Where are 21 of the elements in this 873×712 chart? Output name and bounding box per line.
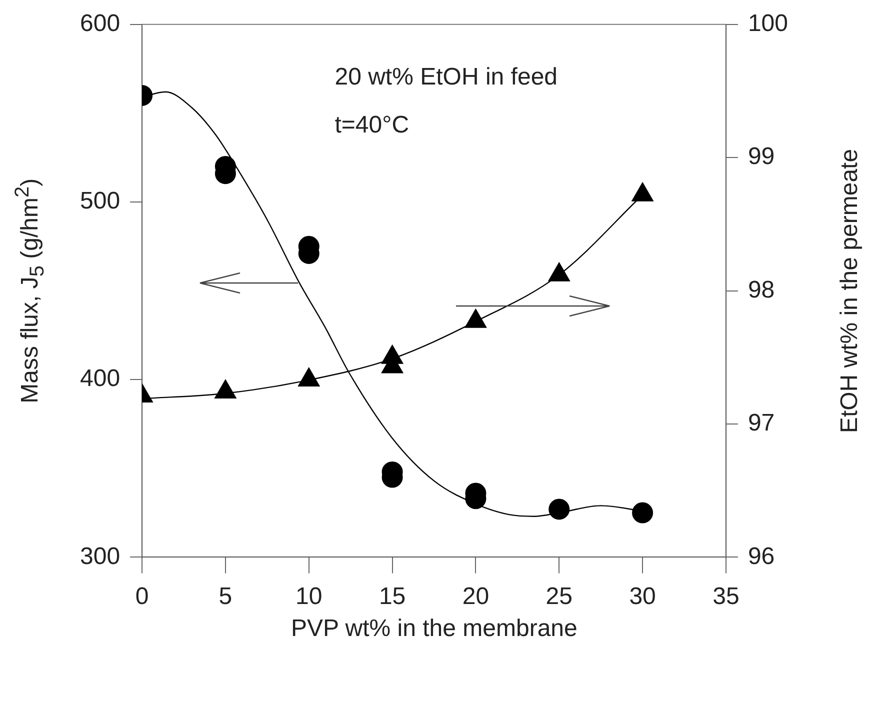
y-tick-label: 300 bbox=[80, 542, 120, 570]
x-tick-label: 15 bbox=[378, 583, 406, 610]
x-tick-label: 5 bbox=[218, 583, 232, 610]
x-tick-label: 10 bbox=[296, 583, 322, 610]
y2-tick-label: 96 bbox=[748, 542, 775, 570]
x-axis-title: PVP wt% in the membrane bbox=[291, 615, 578, 644]
y-tick-label: 600 bbox=[80, 10, 120, 38]
annotation: 20 wt% EtOH in feed bbox=[334, 63, 558, 90]
y2-tick-label: 100 bbox=[748, 10, 788, 38]
x-tick-label: 30 bbox=[629, 583, 656, 610]
y-tick-label: 500 bbox=[80, 188, 120, 215]
x-tick-label: 20 bbox=[462, 583, 490, 610]
y2-tick-label: 98 bbox=[748, 276, 775, 304]
x-tick-label: 0 bbox=[135, 583, 149, 610]
y2-tick-label: 99 bbox=[748, 143, 775, 170]
x-tick-label: 35 bbox=[712, 583, 740, 610]
y2-tick-label: 97 bbox=[748, 410, 775, 437]
y-tick-label: 400 bbox=[80, 365, 120, 392]
x-tick-label: 25 bbox=[546, 583, 572, 610]
annotation: t=40°C bbox=[334, 111, 410, 138]
y2-axis-title: EtOH wt% in the permeate bbox=[836, 148, 864, 433]
